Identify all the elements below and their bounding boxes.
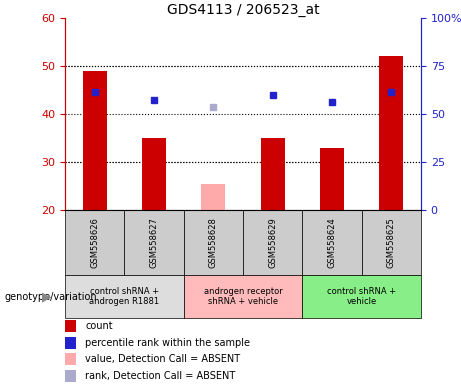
Bar xyxy=(362,210,421,275)
Bar xyxy=(183,210,243,275)
Bar xyxy=(243,210,302,275)
Text: control shRNA +
vehicle: control shRNA + vehicle xyxy=(327,287,396,306)
Text: ▶: ▶ xyxy=(42,290,51,303)
Bar xyxy=(65,353,76,365)
Bar xyxy=(65,275,183,318)
Text: GSM558624: GSM558624 xyxy=(327,217,337,268)
Text: value, Detection Call = ABSENT: value, Detection Call = ABSENT xyxy=(85,354,240,364)
Bar xyxy=(65,210,124,275)
Bar xyxy=(183,275,302,318)
Text: GSM558625: GSM558625 xyxy=(387,217,396,268)
Bar xyxy=(65,370,76,382)
Bar xyxy=(124,210,183,275)
Bar xyxy=(320,147,344,210)
Text: GSM558626: GSM558626 xyxy=(90,217,99,268)
Bar xyxy=(201,184,225,210)
Bar xyxy=(379,56,403,210)
Bar xyxy=(302,210,362,275)
Text: genotype/variation: genotype/variation xyxy=(5,291,97,301)
Text: percentile rank within the sample: percentile rank within the sample xyxy=(85,338,250,348)
Bar xyxy=(302,275,421,318)
Bar xyxy=(65,337,76,349)
Bar xyxy=(142,138,166,210)
Text: control shRNA +
androgen R1881: control shRNA + androgen R1881 xyxy=(89,287,160,306)
Text: androgen receptor
shRNA + vehicle: androgen receptor shRNA + vehicle xyxy=(204,287,283,306)
Bar xyxy=(261,138,284,210)
Bar xyxy=(83,71,106,210)
Bar xyxy=(65,320,76,332)
Title: GDS4113 / 206523_at: GDS4113 / 206523_at xyxy=(167,3,319,17)
Text: count: count xyxy=(85,321,113,331)
Text: GSM558628: GSM558628 xyxy=(209,217,218,268)
Text: GSM558627: GSM558627 xyxy=(149,217,159,268)
Text: rank, Detection Call = ABSENT: rank, Detection Call = ABSENT xyxy=(85,371,236,381)
Text: GSM558629: GSM558629 xyxy=(268,217,277,268)
